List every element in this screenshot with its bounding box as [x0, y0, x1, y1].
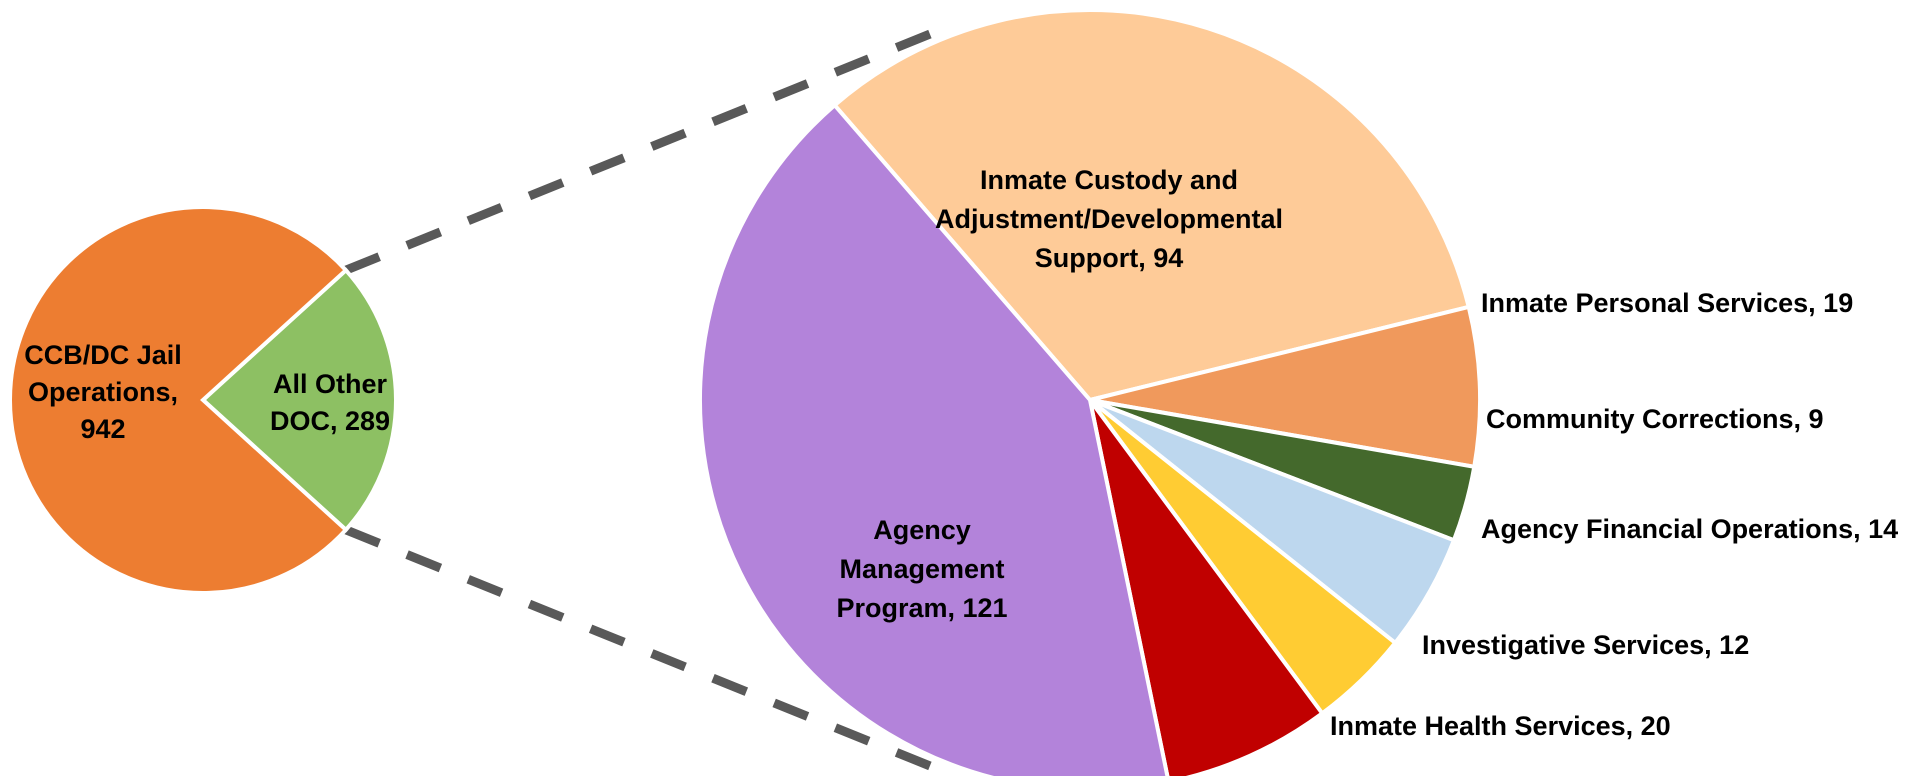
label-agency-management-program: Agency Management Program, 121	[836, 515, 1007, 623]
label-investigative-services-12: Investigative Services, 12	[1422, 630, 1749, 660]
label-community-corrections-9: Community Corrections, 9	[1486, 404, 1824, 434]
slice-all-other	[200, 267, 398, 533]
label-ccb-dc-jail-operations: CCB/DC Jail Operations, 942	[24, 340, 182, 444]
slice-ccb-dc-jail	[8, 205, 349, 595]
overview-pie	[8, 205, 398, 595]
slice-inmate-personal-services-19	[1089, 304, 1482, 470]
label-agency-financial-operations-14: Agency Financial Operations, 14	[1481, 514, 1898, 544]
connector-line-top	[344, 25, 942, 275]
breakdown-pie	[698, 8, 1482, 776]
connector-lines	[344, 25, 942, 775]
label-inmate-custody: Inmate Custody and Adjustment/Development…	[935, 165, 1283, 273]
slice-agency-management-program-121	[698, 102, 1170, 776]
data-labels: CCB/DC Jail Operations, 942 All Other DOC, 2…	[24, 165, 1898, 741]
connector-line-bottom	[344, 525, 942, 775]
label-inmate-health-services-20: Inmate Health Services, 20	[1330, 711, 1671, 741]
slice-inmate-custody-and-adjustment-developmental-support-94	[831, 8, 1472, 403]
label-inmate-personal-services-19: Inmate Personal Services, 19	[1481, 288, 1853, 318]
label-all-other-doc: All Other DOC, 289	[270, 369, 390, 436]
